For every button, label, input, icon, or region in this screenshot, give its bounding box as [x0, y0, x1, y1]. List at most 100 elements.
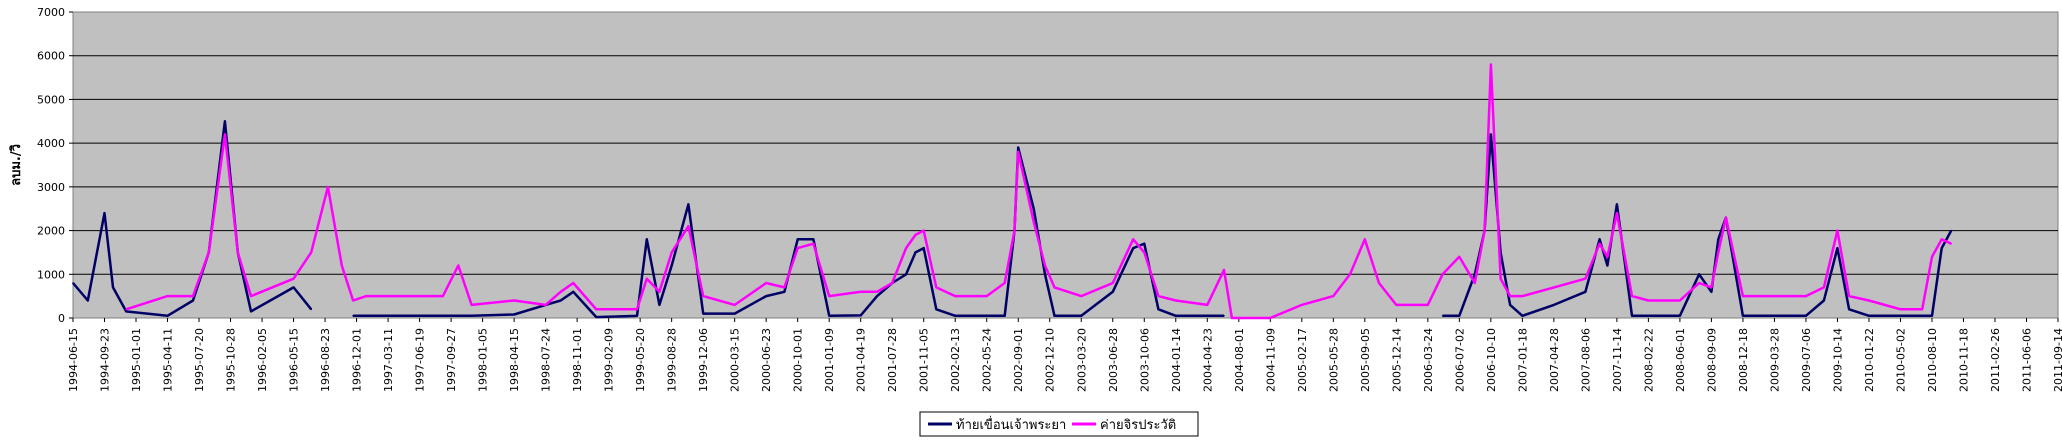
x-tick-label-3: 1995-04-11: [162, 328, 175, 392]
data-point-s2-98: [1899, 308, 1902, 311]
x-tick-label-37: 2004-08-01: [1233, 328, 1246, 392]
data-point-s2-38: [859, 291, 862, 293]
data-point-s1-20: [470, 315, 473, 317]
x-tick-label-53: 2008-12-18: [1737, 328, 1750, 392]
x-tick-label-46: 2007-01-18: [1516, 328, 1529, 392]
x-tick-label-24: 2001-01-09: [823, 328, 836, 392]
data-point-s2-49: [1017, 151, 1019, 153]
data-point-s1-21: [513, 313, 515, 316]
data-point-s1-19: [457, 315, 460, 317]
data-point-s2-27: [646, 277, 648, 280]
x-tick-label-32: 2003-03-20: [1075, 328, 1088, 392]
data-point-s1-8: [224, 120, 226, 123]
data-point-s2-23: [559, 291, 562, 293]
data-point-s2-64: [1301, 304, 1303, 306]
data-point-s2-21: [513, 299, 515, 302]
x-tick-label-16: 1998-11-01: [571, 328, 584, 392]
data-point-s2-51: [1044, 264, 1046, 267]
x-tick-label-7: 1996-05-15: [288, 328, 301, 392]
x-tick-label-60: 2010-11-18: [1957, 328, 1970, 392]
data-point-s2-18: [442, 295, 444, 297]
data-point-s1-98: [1899, 315, 1902, 317]
data-point-s1-53: [1080, 315, 1083, 317]
data-point-s1-58: [1175, 315, 1177, 317]
data-point-s2-11: [292, 277, 295, 280]
data-point-s2-32: [733, 304, 736, 306]
data-point-s1-3: [112, 286, 114, 289]
data-point-s2-101: [1940, 238, 1943, 241]
data-point-s1-85: [1647, 315, 1650, 317]
data-point-s1-45: [954, 315, 956, 317]
x-tick-label-4: 1995-07-20: [193, 328, 206, 392]
data-point-s1-2: [103, 212, 106, 214]
data-point-s1-26: [636, 315, 638, 317]
data-point-s1-31: [702, 312, 704, 315]
data-point-s1-33: [765, 295, 767, 297]
x-tick-label-44: 2006-07-02: [1453, 328, 1466, 392]
y-tick-label-3000: 3000: [37, 181, 65, 194]
data-point-s1-96: [1848, 308, 1850, 311]
y-tick-label-5000: 5000: [37, 93, 65, 106]
x-tick-label-63: 2011-09-14: [2052, 328, 2062, 392]
data-point-s2-95: [1836, 229, 1839, 232]
data-point-s1-94: [1823, 299, 1825, 302]
x-tick-label-35: 2004-01-14: [1170, 328, 1183, 392]
data-point-s1-28: [658, 304, 661, 306]
x-tick-label-19: 1999-08-28: [666, 328, 679, 392]
data-point-s2-57: [1157, 295, 1160, 297]
x-tick-label-8: 1996-08-23: [319, 328, 332, 392]
x-tick-label-47: 2007-04-28: [1548, 328, 1561, 392]
x-tick-label-30: 2002-09-01: [1012, 328, 1025, 392]
x-tick-label-56: 2009-10-14: [1831, 328, 1844, 392]
data-point-s2-80: [1584, 277, 1587, 280]
data-point-s2-36: [812, 242, 815, 245]
x-tick-label-18: 1999-05-20: [634, 328, 647, 392]
data-point-s1-42: [914, 251, 917, 254]
data-point-s1-6: [192, 299, 194, 302]
x-axis-ticks: 1994-06-15 1994-09-23 1995-01-01 1995-04-11…: [67, 318, 2062, 392]
data-point-s1-77: [1509, 304, 1511, 306]
data-point-s1-11: [292, 286, 295, 289]
data-point-s2-100: [1931, 255, 1933, 258]
x-tick-label-31: 2002-12-10: [1044, 328, 1057, 392]
data-point-s2-34: [783, 286, 786, 289]
x-tick-label-39: 2005-02-17: [1296, 328, 1309, 392]
data-point-s1-51: [1044, 273, 1046, 276]
x-tick-label-40: 2005-05-28: [1327, 328, 1340, 392]
data-point-s1-56: [1143, 242, 1146, 245]
data-point-s1-4: [125, 310, 127, 313]
x-tick-label-15: 1998-07-24: [540, 328, 553, 392]
data-point-s2-76: [1499, 277, 1502, 280]
x-tick-label-26: 2001-07-28: [886, 328, 899, 392]
data-point-s1-92: [1773, 315, 1776, 317]
data-point-s1-71: [1441, 315, 1444, 317]
data-point-s1-10: [250, 310, 252, 313]
data-point-s2-61: [1231, 317, 1233, 319]
data-point-s2-83: [1616, 212, 1618, 214]
x-tick-label-50: 2008-02-22: [1642, 328, 1655, 392]
data-point-s1-54: [1112, 291, 1114, 293]
x-tick-label-5: 1995-10-28: [225, 328, 238, 392]
data-point-s2-94: [1823, 286, 1825, 289]
data-point-s2-65: [1332, 295, 1335, 297]
data-point-s1-80: [1584, 291, 1587, 293]
data-point-s1-88: [1710, 291, 1713, 293]
data-point-s1-102: [1950, 229, 1952, 232]
x-tick-label-51: 2008-06-01: [1674, 328, 1687, 392]
data-point-s1-83: [1616, 203, 1618, 206]
data-point-s1-50: [1032, 207, 1035, 210]
x-tick-label-29: 2002-05-24: [981, 328, 994, 392]
x-tick-label-14: 1998-04-15: [508, 328, 521, 392]
data-point-s1-37: [828, 315, 830, 317]
gridlines: [73, 55, 2058, 275]
data-point-s2-13: [327, 186, 329, 188]
data-point-s1-59: [1206, 315, 1209, 317]
data-point-s2-43: [922, 229, 925, 232]
legend-label-series-2: ค่ายจิรประวัติ: [1100, 418, 1176, 433]
x-tick-label-27: 2001-11-05: [918, 328, 931, 392]
x-tick-label-25: 2001-04-19: [855, 328, 868, 392]
data-point-s1-29: [670, 264, 673, 267]
y-tick-label-7000: 7000: [37, 6, 65, 19]
